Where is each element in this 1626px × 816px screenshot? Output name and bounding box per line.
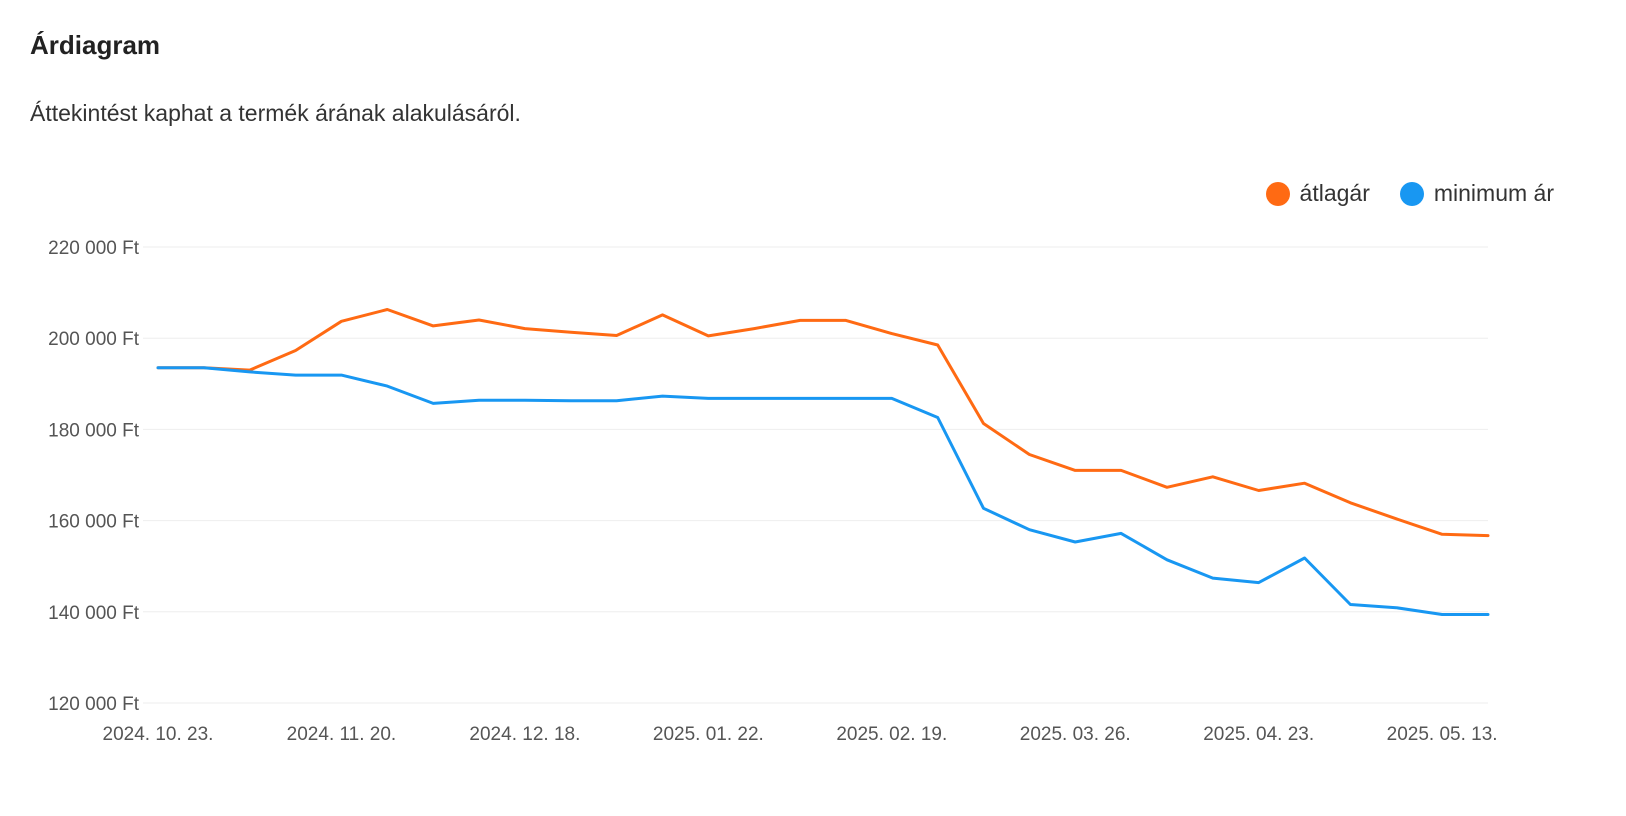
y-axis-ticks: 220 000 Ft 200 000 Ft 180 000 Ft 160 000 Ft… — [48, 238, 140, 715]
x-tick-label: 2025. 04. 23. — [1203, 724, 1314, 745]
y-tick-label: 160 000 Ft — [48, 512, 140, 533]
grid-lines — [143, 246, 1488, 704]
legend-label-average: átlagár — [1299, 180, 1370, 206]
y-tick-label: 120 000 Ft — [48, 694, 140, 715]
chart-subtitle: Áttekintést kaphat a termék árának alaku… — [30, 100, 521, 126]
y-tick-label: 180 000 Ft — [48, 420, 140, 441]
legend-dot-minimum — [1399, 181, 1424, 206]
chart-legend: átlagár minimum ár — [1265, 180, 1554, 207]
y-tick-label: 200 000 Ft — [48, 329, 140, 350]
x-tick-label: 2024. 10. 23. — [103, 724, 214, 745]
x-axis-ticks: 2024. 10. 23. 2024. 11. 20. 2024. 12. 18. 2… — [103, 724, 1498, 745]
legend-item-minimum[interactable]: minimum ár — [1399, 180, 1554, 207]
y-tick-label: 220 000 Ft — [48, 238, 140, 259]
y-tick-label: 140 000 Ft — [48, 603, 140, 624]
x-tick-label: 2024. 12. 18. — [469, 724, 580, 745]
x-tick-label: 2025. 02. 19. — [836, 724, 947, 745]
series-line-average[interactable] — [156, 308, 1490, 538]
series-lines — [156, 308, 1490, 616]
legend-label-minimum: minimum ár — [1433, 180, 1554, 206]
legend-dot-average — [1265, 181, 1290, 206]
x-tick-label: 2025. 03. 26. — [1020, 724, 1131, 745]
x-tick-label: 2025. 01. 22. — [653, 724, 764, 745]
x-tick-label: 2025. 05. 13. — [1387, 724, 1498, 745]
x-tick-label: 2024. 11. 20. — [287, 724, 397, 745]
legend-item-average[interactable]: átlagár — [1265, 180, 1370, 207]
chart-title: Árdiagram — [30, 30, 161, 60]
series-line-minimum[interactable] — [156, 366, 1490, 616]
